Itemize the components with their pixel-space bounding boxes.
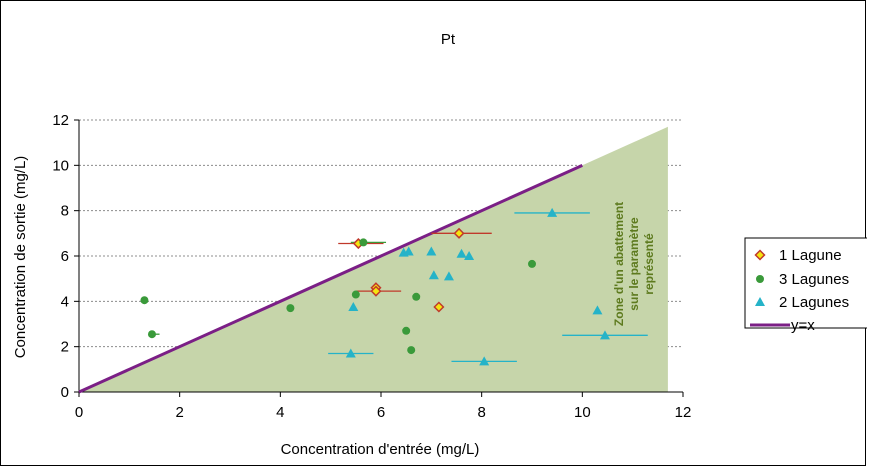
point-diamond-4 [453,227,465,239]
point-diamond-5 [433,301,445,313]
point-circle-6 [402,326,411,335]
x-tick-label-8: 8 [477,404,485,421]
legend-swatch-diamond [754,249,766,261]
data-points [140,207,610,366]
point-triangle-11 [547,207,558,217]
zone-label-line-2: sur le paramètre [627,217,641,311]
x-tick-label-4: 4 [276,404,284,421]
point-circle-7 [407,346,416,355]
y-tick-label-6: 6 [61,248,69,265]
x-tick-label-6: 6 [377,404,385,421]
point-triangle-10 [479,356,490,366]
point-triangle-6 [428,270,439,280]
point-circle-8 [412,292,421,301]
x-tick-label-12: 12 [675,404,692,421]
legend-label-3: 2 Lagunes [779,294,849,311]
point-circle-9 [528,259,536,268]
x-axis-label: Concentration d'entrée (mg/L) [281,441,480,458]
legend-label-2: 3 Lagunes [779,271,849,288]
x-tick-label-0: 0 [75,404,83,421]
legend-label-4: y=x [791,317,815,334]
y-tick-label-0: 0 [61,384,69,401]
point-circle-5 [359,238,368,247]
legend-label-1: 1 Lagune [779,247,842,264]
y-tick-label-8: 8 [61,203,69,220]
point-triangle-12 [592,305,603,315]
point-triangle-8 [456,248,467,258]
y-tick-label-10: 10 [52,157,69,174]
point-triangle-7 [443,271,454,281]
y-axis-label: Concentration de sortie (mg/L) [12,156,29,359]
y-tick-label-2: 2 [61,339,69,356]
series-line-yx [78,163,583,394]
point-circle-3 [286,304,295,313]
point-circle-2 [147,330,156,339]
identity-line [78,163,583,394]
y-tick-label-4: 4 [61,293,69,310]
point-triangle-9 [464,251,475,260]
tick-labels: 0 2 4 6 8 10 12 0 2 4 6 8 10 12 [52,112,691,421]
y-tick-label-12: 12 [52,112,69,129]
point-diamond-3 [370,285,382,297]
point-triangle-13 [599,330,610,340]
zone-label-line-1: Zone d'un abattement [612,202,626,326]
x-tick-label-10: 10 [574,404,591,421]
legend: 1 Lagune 3 Lagunes 2 Lagunes y=x [744,237,867,334]
legend-box [744,237,867,329]
point-triangle-2 [348,302,359,311]
point-triangle-1 [345,348,356,358]
legend-swatch-triangle [755,297,765,306]
x-tick-label-2: 2 [175,404,183,421]
point-circle-1 [140,296,149,305]
legend-swatch-circle [756,275,764,283]
axes [74,119,684,397]
point-triangle-4 [403,246,414,256]
zone-label-line-3: représenté [642,233,656,295]
point-circle-4 [351,290,360,299]
point-triangle-5 [426,246,437,256]
zone-label: Zone d'un abattement sur le paramètre repr… [612,202,656,326]
chart-title: Pt [441,31,456,48]
